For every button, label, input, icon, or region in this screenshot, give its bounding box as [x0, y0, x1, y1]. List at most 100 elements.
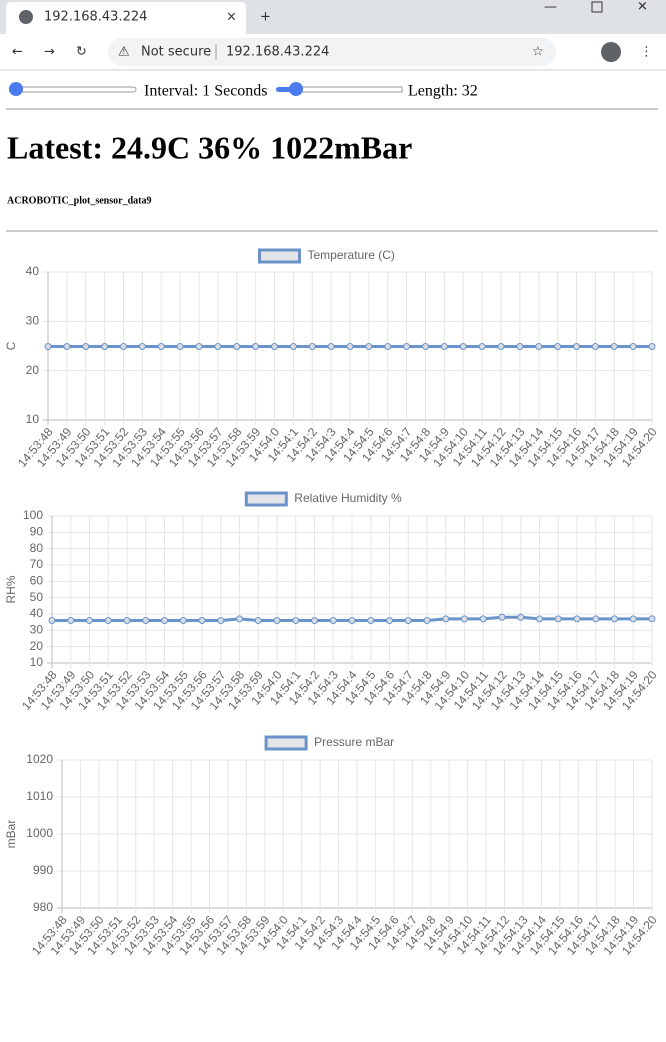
y-tick-label: 30 — [26, 314, 40, 328]
point — [138, 342, 146, 350]
point — [319, 756, 321, 757]
y-tick-label: 90 — [30, 525, 44, 539]
menu[interactable]: ⋮ — [640, 45, 653, 60]
point — [592, 615, 600, 623]
point — [227, 756, 229, 757]
series — [48, 613, 656, 625]
minimize[interactable]: — — [544, 0, 557, 15]
point — [611, 615, 618, 623]
point — [44, 342, 52, 350]
interval-label: Interval: 1 Seconds — [144, 83, 268, 100]
slider-track — [295, 86, 403, 93]
point — [403, 342, 411, 350]
url: 192.168.43.224 — [226, 45, 329, 60]
point — [311, 617, 318, 625]
point — [337, 756, 340, 757]
point — [63, 342, 71, 350]
maximize[interactable] — [591, 1, 603, 13]
point — [522, 756, 524, 757]
point — [466, 756, 469, 757]
y-tick-label: 80 — [30, 541, 44, 555]
bookmark[interactable]: ☆ — [532, 45, 544, 60]
point — [292, 617, 300, 625]
point — [614, 756, 616, 757]
point — [461, 615, 468, 623]
point — [558, 756, 561, 757]
point — [516, 342, 524, 350]
heading: Latest: 24.9C 36% 1022mBar — [7, 129, 412, 165]
point — [329, 617, 337, 625]
point — [591, 342, 599, 350]
new-tab[interactable]: + — [260, 10, 271, 25]
point — [120, 342, 127, 350]
point — [79, 756, 82, 757]
y-tick-label: 20 — [26, 363, 40, 377]
slider-thumb[interactable] — [9, 82, 23, 96]
point — [629, 615, 637, 623]
security-label: Not secure — [141, 45, 211, 60]
point — [252, 342, 260, 350]
point — [610, 342, 618, 350]
point — [101, 342, 109, 350]
point — [393, 756, 395, 757]
series — [61, 756, 653, 757]
forward[interactable]: → — [44, 45, 55, 60]
point — [459, 342, 467, 350]
point — [629, 342, 637, 350]
legend-swatch — [244, 491, 288, 507]
y-tick-label: 70 — [30, 557, 44, 571]
point — [442, 615, 450, 623]
point — [577, 756, 580, 757]
point — [554, 615, 562, 623]
profile[interactable] — [601, 42, 621, 62]
reload[interactable]: ↻ — [76, 45, 87, 60]
point — [161, 617, 168, 625]
point — [254, 617, 262, 625]
y-tick-label: 50 — [30, 590, 44, 604]
chart: Temperature (C)C1020304014:53:4814:53:49… — [4, 248, 660, 470]
y-tick-label: 40 — [26, 264, 40, 278]
point — [540, 756, 543, 757]
point — [346, 342, 354, 350]
y-tick-label: 1000 — [26, 826, 53, 840]
series — [44, 342, 656, 350]
slider-thumb[interactable] — [289, 82, 303, 96]
point — [478, 342, 486, 350]
point — [289, 342, 297, 350]
legend-swatch — [264, 735, 308, 751]
point — [648, 342, 656, 350]
point — [573, 615, 581, 623]
interval-slider[interactable] — [9, 86, 137, 93]
point — [648, 615, 656, 623]
point — [554, 342, 562, 350]
tab-close[interactable]: × — [226, 10, 237, 25]
y-tick-label: 60 — [30, 574, 44, 588]
point — [61, 756, 63, 757]
point — [498, 613, 506, 621]
point — [195, 342, 203, 350]
point — [217, 617, 225, 625]
point — [123, 617, 131, 625]
y-tick-label: 100 — [23, 508, 43, 522]
tab-icon — [19, 10, 33, 24]
point — [485, 756, 487, 757]
point — [386, 617, 393, 625]
point — [365, 342, 373, 350]
point — [429, 756, 432, 757]
subtitle: ACROBOTIC_plot_sensor_data9 — [7, 195, 151, 206]
address-bar[interactable] — [108, 38, 556, 66]
point — [327, 342, 335, 350]
point — [651, 756, 653, 757]
point — [423, 617, 431, 625]
tab[interactable] — [6, 2, 246, 34]
point — [104, 617, 112, 625]
point — [176, 342, 184, 350]
chart: Relative Humidity % RH% 10 20 30 40 50 60 70 80 90… — [4, 491, 660, 713]
point — [236, 615, 243, 623]
point — [134, 756, 137, 757]
close-window[interactable]: ✕ — [637, 0, 648, 15]
y-tick-label: 990 — [33, 863, 53, 877]
point — [595, 756, 598, 757]
back[interactable]: ← — [12, 45, 23, 60]
point — [116, 756, 119, 757]
